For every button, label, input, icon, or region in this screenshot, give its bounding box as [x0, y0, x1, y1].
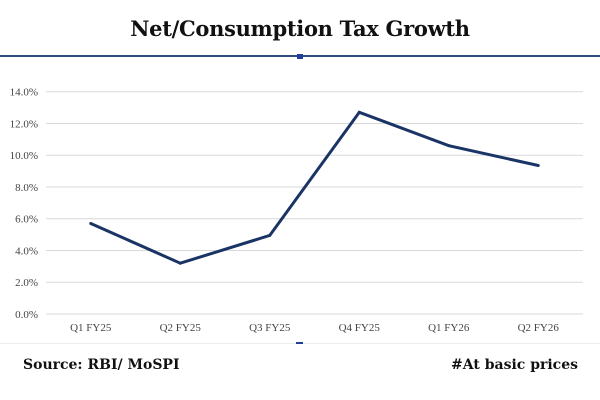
x-tick-label: Q1 FY25: [70, 322, 112, 334]
data-point: [357, 110, 361, 114]
x-tick-label: Q2 FY26: [518, 322, 560, 334]
data-point: [178, 261, 182, 265]
data-point: [268, 233, 272, 237]
y-tick-label: 4.0%: [15, 245, 38, 257]
x-tick-label: Q3 FY25: [249, 322, 291, 334]
x-axis-ticks: Q1 FY25 Q2 FY25 Q3 FY25 Q4 FY25 Q1 FY26 Q2 FY…: [70, 322, 559, 334]
data-point: [447, 144, 451, 148]
series-line: [90, 110, 539, 265]
y-tick-label: 12.0%: [10, 118, 38, 130]
x-tick-label: Q2 FY25: [160, 322, 202, 334]
chart-title: Net/Consumption Tax Growth: [130, 16, 470, 41]
y-tick-label: 8.0%: [15, 182, 38, 194]
source-note: Source: RBI/ MoSPI: [23, 357, 180, 373]
y-tick-label: 2.0%: [15, 277, 38, 289]
data-point: [89, 221, 93, 225]
bottom-resize-handle[interactable]: [296, 342, 303, 344]
top-resize-handle[interactable]: [297, 54, 303, 59]
data-point: [536, 164, 540, 168]
x-tick-label: Q1 FY26: [428, 322, 470, 334]
basis-note: #At basic prices: [451, 357, 578, 373]
x-tick-label: Q4 FY25: [339, 322, 381, 334]
y-axis-ticks: 0.0% 2.0% 4.0% 6.0% 8.0% 10.0% 12.0% 14.0%: [10, 87, 38, 321]
y-tick-label: 6.0%: [15, 214, 38, 226]
series-group: [89, 110, 540, 265]
y-tick-label: 0.0%: [15, 309, 38, 321]
y-tick-label: 10.0%: [10, 150, 38, 162]
y-tick-label: 14.0%: [10, 87, 38, 99]
gridlines: [46, 91, 583, 315]
